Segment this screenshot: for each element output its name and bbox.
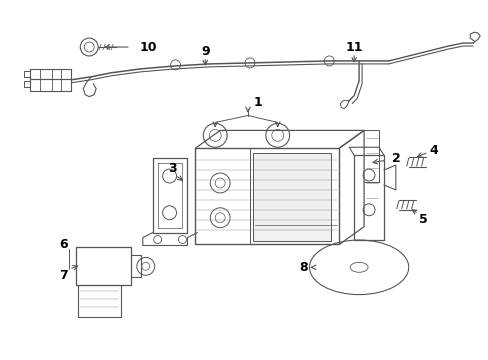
Text: 3: 3	[168, 162, 177, 175]
Circle shape	[362, 204, 374, 216]
Text: 9: 9	[201, 45, 209, 58]
Text: 11: 11	[345, 41, 362, 54]
Circle shape	[362, 169, 374, 181]
Circle shape	[170, 60, 180, 70]
Circle shape	[203, 123, 226, 147]
Text: 7: 7	[59, 269, 68, 282]
Text: 5: 5	[418, 213, 427, 226]
Text: 10: 10	[140, 41, 157, 54]
Ellipse shape	[349, 262, 367, 272]
Circle shape	[153, 235, 162, 243]
Text: 6: 6	[59, 238, 67, 251]
Bar	[252, 153, 331, 240]
Circle shape	[265, 123, 289, 147]
Text: 4: 4	[428, 144, 437, 157]
Circle shape	[80, 38, 98, 56]
Circle shape	[137, 257, 154, 275]
Circle shape	[244, 58, 254, 68]
Text: 2: 2	[392, 152, 400, 165]
Circle shape	[163, 169, 176, 183]
Text: 1: 1	[253, 96, 262, 109]
Circle shape	[324, 56, 334, 66]
Ellipse shape	[309, 240, 408, 294]
Circle shape	[210, 208, 230, 228]
Circle shape	[163, 206, 176, 220]
Circle shape	[178, 235, 186, 243]
Circle shape	[210, 173, 230, 193]
Text: 8: 8	[298, 261, 307, 274]
